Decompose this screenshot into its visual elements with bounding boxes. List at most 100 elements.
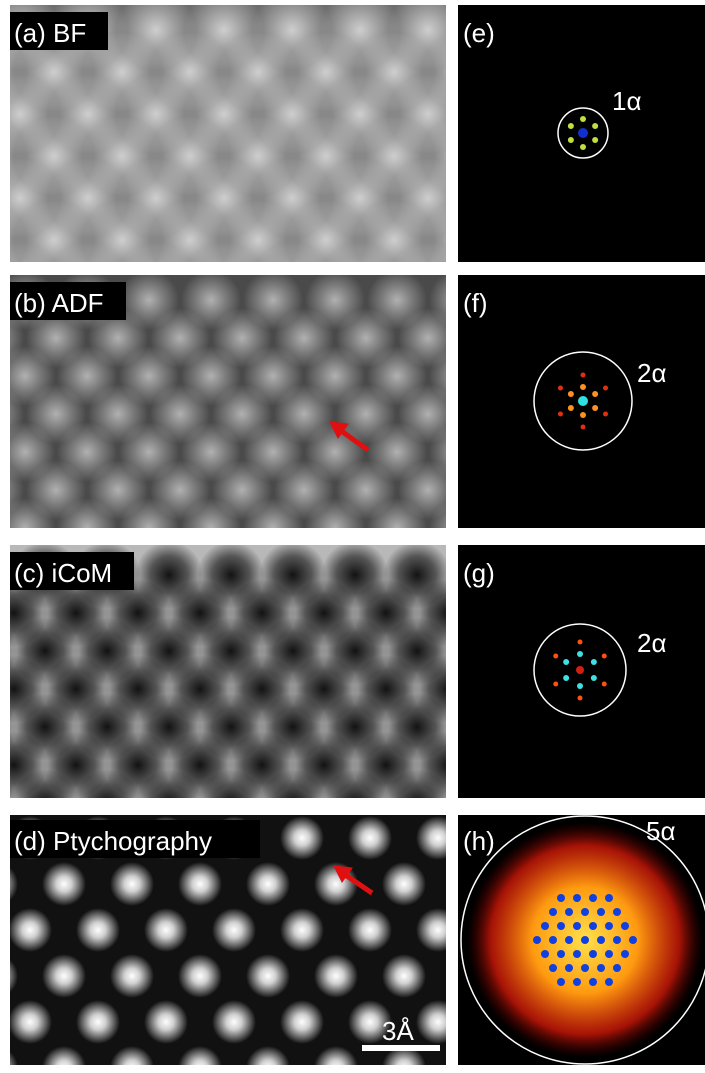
lattice-spot — [563, 675, 569, 681]
lattice-spot — [568, 405, 574, 411]
lattice-spot — [578, 128, 588, 138]
lattice-spot — [565, 936, 573, 944]
lattice-spot — [144, 908, 188, 952]
lattice-spot — [602, 682, 607, 687]
lattice-spot — [589, 950, 597, 958]
lattice-spot — [416, 1000, 460, 1044]
lattice-spot — [533, 936, 541, 944]
lattice-spot — [348, 816, 392, 860]
lattice-spot — [580, 384, 586, 390]
lattice-spot — [592, 405, 598, 411]
lattice-spot — [597, 964, 605, 972]
lattice-spot — [568, 123, 574, 129]
lattice-spot — [8, 908, 52, 952]
lattice-spot — [144, 1000, 188, 1044]
lattice-spot — [605, 894, 613, 902]
lattice-spot — [246, 862, 290, 906]
lattice-spot — [382, 862, 426, 906]
lattice-spot — [568, 391, 574, 397]
lattice-spot — [578, 640, 583, 645]
panel-label: (b) ADF — [14, 288, 104, 318]
lattice-spot — [541, 922, 549, 930]
lattice-spot — [581, 425, 586, 430]
lattice-spot — [76, 1000, 120, 1044]
lattice-spot — [573, 922, 581, 930]
lattice-spot — [382, 954, 426, 998]
lattice-spot — [613, 936, 621, 944]
lattice-spot — [589, 894, 597, 902]
lattice-spot — [576, 666, 584, 674]
lattice-spot — [589, 922, 597, 930]
lattice-spot — [573, 978, 581, 986]
scale-bar-label: 3Å — [382, 1016, 414, 1046]
aperture-label: 1α — [612, 86, 642, 116]
panel-label: (e) — [463, 18, 495, 48]
lattice-spot — [246, 954, 290, 998]
lattice-spot — [110, 954, 154, 998]
lattice-spot — [8, 1000, 52, 1044]
lattice-spot — [280, 1000, 324, 1044]
lattice-spot — [110, 862, 154, 906]
lattice-spot — [605, 950, 613, 958]
panel-label: (a) BF — [14, 18, 86, 48]
lattice-spot — [416, 816, 460, 860]
lattice-spot — [621, 922, 629, 930]
lattice-spot — [42, 862, 86, 906]
lattice-spot — [558, 386, 563, 391]
lattice-spot — [578, 396, 588, 406]
lattice-spot — [42, 954, 86, 998]
lattice-spot — [580, 116, 586, 122]
aperture-label: 5α — [646, 816, 676, 846]
panel-label: (f) — [463, 288, 488, 318]
lattice-spot — [589, 978, 597, 986]
lattice-spot — [581, 964, 589, 972]
panel-label: (d) Ptychography — [14, 826, 212, 856]
lattice-spot — [577, 683, 583, 689]
aperture-label: 2α — [637, 358, 667, 388]
lattice-spot — [597, 936, 605, 944]
lattice-spot — [603, 386, 608, 391]
lattice-spot — [178, 954, 222, 998]
lattice-spot — [580, 144, 586, 150]
panel-label: (c) iCoM — [14, 558, 112, 588]
lattice-spot — [549, 908, 557, 916]
lattice-spot — [76, 908, 120, 952]
lattice-spot — [563, 659, 569, 665]
lattice-spot — [581, 373, 586, 378]
lattice-spot — [557, 894, 565, 902]
lattice-spot — [629, 936, 637, 944]
lattice-spot — [581, 908, 589, 916]
lattice-spot — [549, 964, 557, 972]
lattice-spot — [613, 964, 621, 972]
panel-label: (g) — [463, 558, 495, 588]
lattice-spot — [592, 137, 598, 143]
lattice-spot — [212, 908, 256, 952]
lattice-spot — [212, 1000, 256, 1044]
lattice-spot — [558, 412, 563, 417]
aperture-label: 2α — [637, 628, 667, 658]
lattice-spot — [602, 654, 607, 659]
lattice-spot — [573, 950, 581, 958]
lattice-spot — [605, 978, 613, 986]
lattice-spot — [578, 696, 583, 701]
lattice-spot — [573, 894, 581, 902]
lattice-spot — [605, 922, 613, 930]
lattice-spot — [613, 908, 621, 916]
lattice-spot — [557, 950, 565, 958]
figure: (a) BF (b) ADF (c) iCoM (d) Ptychography… — [0, 0, 705, 1068]
lattice-spot — [553, 682, 558, 687]
lattice-spot — [565, 908, 573, 916]
lattice-spot — [549, 936, 557, 944]
lattice-spot — [541, 950, 549, 958]
lattice-spot — [348, 908, 392, 952]
lattice-spot — [592, 123, 598, 129]
panel-label: (h) — [463, 826, 495, 856]
lattice-spot — [591, 675, 597, 681]
lattice-spot — [553, 654, 558, 659]
lattice-spot — [621, 950, 629, 958]
lattice-spot — [280, 816, 324, 860]
lattice-spot — [597, 908, 605, 916]
lattice-spot — [178, 862, 222, 906]
lattice-spot — [568, 137, 574, 143]
lattice-spot — [581, 936, 589, 944]
